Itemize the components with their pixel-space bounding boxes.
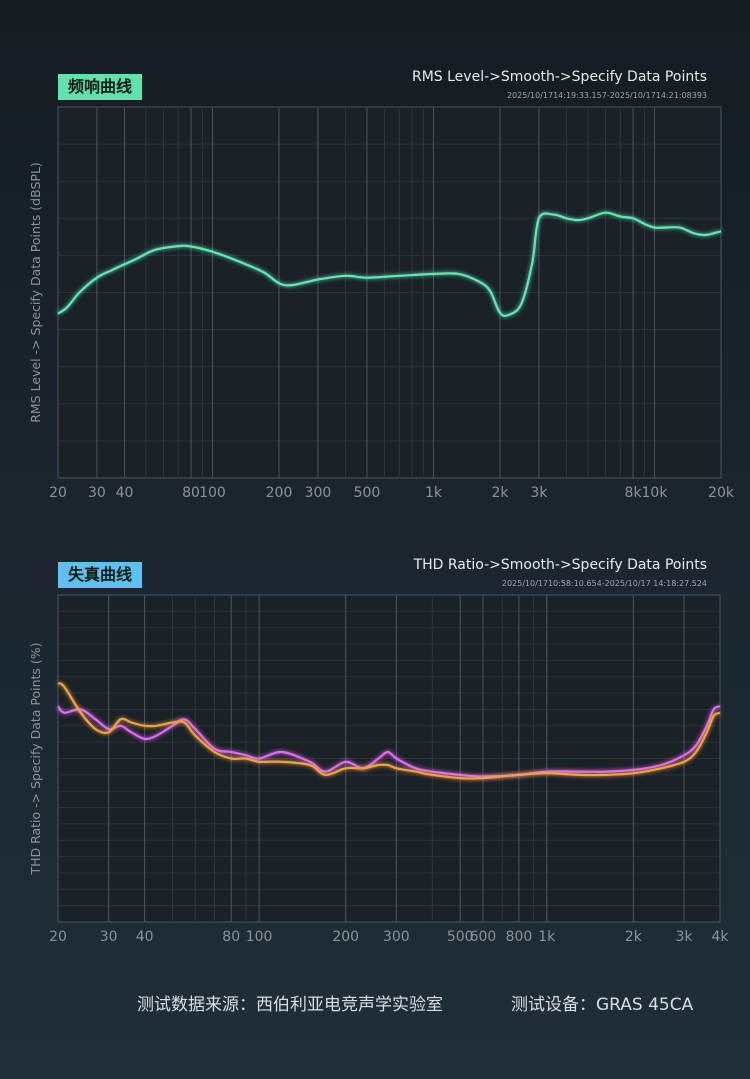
x-tick-label: 80	[222, 929, 240, 945]
thd-badge: 失真曲线	[58, 562, 143, 588]
x-tick-label: 20	[49, 485, 67, 501]
frequency-response-badge: 频响曲线	[58, 74, 143, 100]
x-tick-label: 100	[199, 485, 226, 501]
x-tick-label: 200	[266, 485, 293, 501]
x-tick-label: 1k	[538, 929, 556, 945]
x-tick-label: 40	[116, 485, 134, 501]
x-tick-label: 20	[49, 929, 67, 945]
x-tick-label: 500	[354, 485, 381, 501]
x-tick-label: 600	[470, 929, 497, 945]
x-tick-label: 100	[246, 929, 273, 945]
x-tick-label: 200	[332, 929, 359, 945]
x-tick-label: 800	[506, 929, 533, 945]
x-tick-label: 3k	[530, 485, 548, 501]
footer-device: 测试设备：GRAS 45CA	[511, 995, 694, 1015]
x-tick-label: 10k	[642, 485, 669, 501]
x-tick-label: 500	[447, 929, 474, 945]
minor-gridlines	[58, 595, 720, 922]
frequency-response-timestamp: 2025/10/1714:19:33.157-2025/10/1714:21:0…	[506, 91, 707, 100]
x-tick-label: 1k	[425, 485, 443, 501]
x-tick-label: 30	[100, 929, 118, 945]
x-tick-label: 3k	[676, 929, 694, 945]
thd-timestamp: 2025/10/1710:58:10.654-2025/10/17 14:18:…	[501, 579, 707, 588]
y-axis-label: THD Ratio -> Specify Data Points (%)	[28, 642, 43, 875]
series-line	[57, 211, 722, 318]
frequency-response-chart: 20 30 40 80 100 200 300 500 1k 2k 3k 8k 10k 20k RMS Le…	[28, 106, 735, 501]
thd-title: THD Ratio->Smooth->Specify Data Points	[413, 557, 707, 573]
x-tick-label: 8k	[625, 485, 643, 501]
x-tick-label: 2k	[625, 929, 643, 945]
frequency-response-title: RMS Level->Smooth->Specify Data Points	[411, 69, 707, 85]
x-tick-label: 300	[305, 485, 332, 501]
x-tick-label: 80	[182, 485, 200, 501]
x-tick-label: 30	[88, 485, 106, 501]
series-line	[57, 682, 721, 780]
x-tick-label: 4k	[711, 929, 729, 945]
x-tick-label: 2k	[491, 485, 509, 501]
y-axis-label: RMS Level -> Specify Data Points (dBSPL)	[28, 162, 43, 423]
x-tick-label: 40	[136, 929, 154, 945]
series-line	[57, 705, 721, 778]
x-tick-label: 300	[383, 929, 410, 945]
footer-source: 测试数据来源：西伯利亚电竞声学实验室	[137, 995, 443, 1015]
x-tick-label: 20k	[708, 485, 735, 501]
